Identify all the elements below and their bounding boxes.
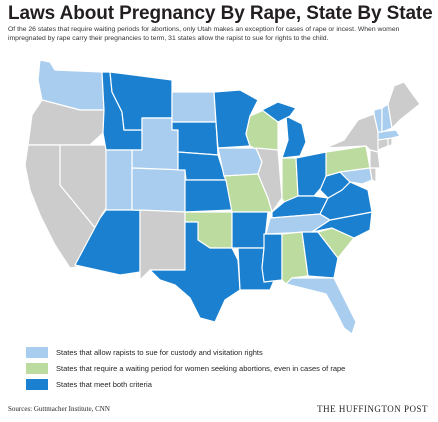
state-CO <box>131 167 186 213</box>
state-RI <box>387 137 393 147</box>
state-IA <box>217 147 263 177</box>
state-VT <box>373 107 383 133</box>
state-MA <box>377 129 401 141</box>
state-ND <box>171 91 217 123</box>
map-subtitle: Of the 26 states that require waiting pe… <box>8 26 400 42</box>
state-IN <box>281 157 299 203</box>
state-MD <box>339 167 373 185</box>
footer: Sources: Guttmacher Institute, CNN THE H… <box>0 402 438 418</box>
state-FL <box>285 277 357 335</box>
legend: States that allow rapists to sue for cus… <box>26 345 426 393</box>
legend-item-waiting: States that require a waiting period for… <box>26 361 426 375</box>
state-TX <box>149 221 241 323</box>
legend-swatch-both <box>26 378 48 390</box>
state-OR <box>27 99 105 146</box>
legend-item-custody: States that allow rapists to sue for cus… <box>26 345 426 359</box>
map-title: Laws About Pregnancy By Rape, State By S… <box>8 3 433 24</box>
legend-label-waiting: States that require a waiting period for… <box>56 363 346 373</box>
legend-label-custody: States that allow rapists to sue for cus… <box>56 347 263 357</box>
legend-label-both: States that meet both criteria <box>56 379 152 389</box>
state-NJ <box>369 149 381 169</box>
state-NE <box>177 151 227 181</box>
state-AR <box>231 211 269 249</box>
legend-swatch-waiting <box>26 362 48 374</box>
state-NY <box>325 113 381 153</box>
legend-item-both: States that meet both criteria <box>26 377 426 391</box>
state-KS <box>184 179 233 213</box>
state-GA <box>301 231 339 279</box>
state-UT <box>105 149 133 211</box>
publisher-logo: THE HUFFINGTON POST <box>317 404 428 414</box>
state-SD <box>171 121 219 156</box>
state-MI <box>281 115 307 159</box>
legend-swatch-custody <box>26 346 48 358</box>
sources-credit: Sources: Guttmacher Institute, CNN <box>8 405 110 413</box>
us-state-map <box>24 59 421 335</box>
state-MS <box>261 233 283 283</box>
state-MI-upper <box>261 101 297 123</box>
state-IL <box>255 147 283 213</box>
state-ME <box>387 81 421 129</box>
